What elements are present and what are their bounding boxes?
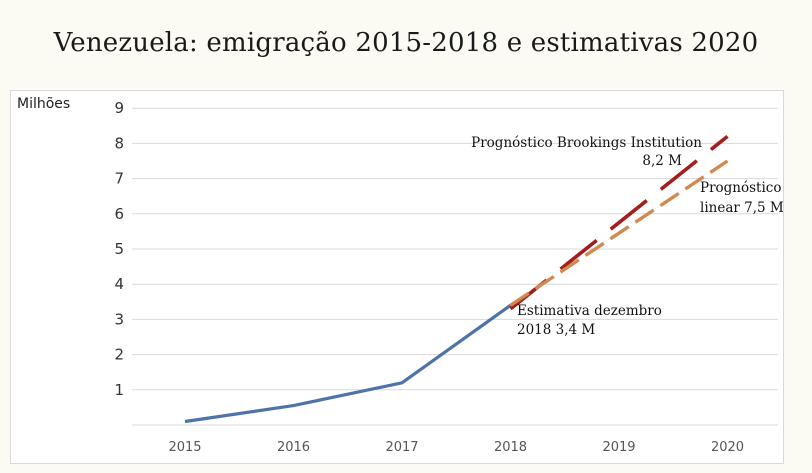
x-tick-label: 2019 [602, 440, 635, 455]
annotation-brookings: 8,2 M [642, 153, 682, 169]
chart-title: Venezuela: emigração 2015-2018 e estimat… [53, 28, 759, 58]
y-tick-label: 1 [114, 381, 124, 399]
series-line-linear [509, 159, 729, 307]
annotation-estimate: 2018 3,4 M [517, 322, 595, 338]
annotation-brookings: Prognóstico Brookings Institution [471, 135, 702, 151]
y-tick-label: 3 [114, 310, 124, 328]
series-line-brookings [509, 134, 729, 311]
y-tick-label: 8 [114, 134, 124, 152]
y-tick-label: 7 [114, 170, 124, 188]
annotation-estimate: Estimativa dezembro [517, 303, 662, 319]
x-tick-label: 2016 [277, 440, 310, 455]
x-tick-label: 2018 [494, 440, 527, 455]
y-tick-label: 2 [114, 346, 124, 364]
series-line-actual [184, 303, 512, 424]
y-tick-label: 4 [114, 275, 124, 293]
y-tick-label: 9 [114, 99, 124, 117]
annotation-linear: Prognóstico [700, 180, 782, 196]
plot-area-frame [10, 90, 784, 464]
y-tick-label: 5 [114, 240, 124, 258]
x-tick-label: 2017 [385, 440, 418, 455]
annotation-linear: linear 7,5 M [700, 200, 784, 216]
x-tick-label: 2020 [711, 440, 744, 455]
y-tick-label: 6 [114, 205, 124, 223]
y-axis-label: Milhões [17, 96, 70, 112]
x-tick-label: 2015 [168, 440, 201, 455]
